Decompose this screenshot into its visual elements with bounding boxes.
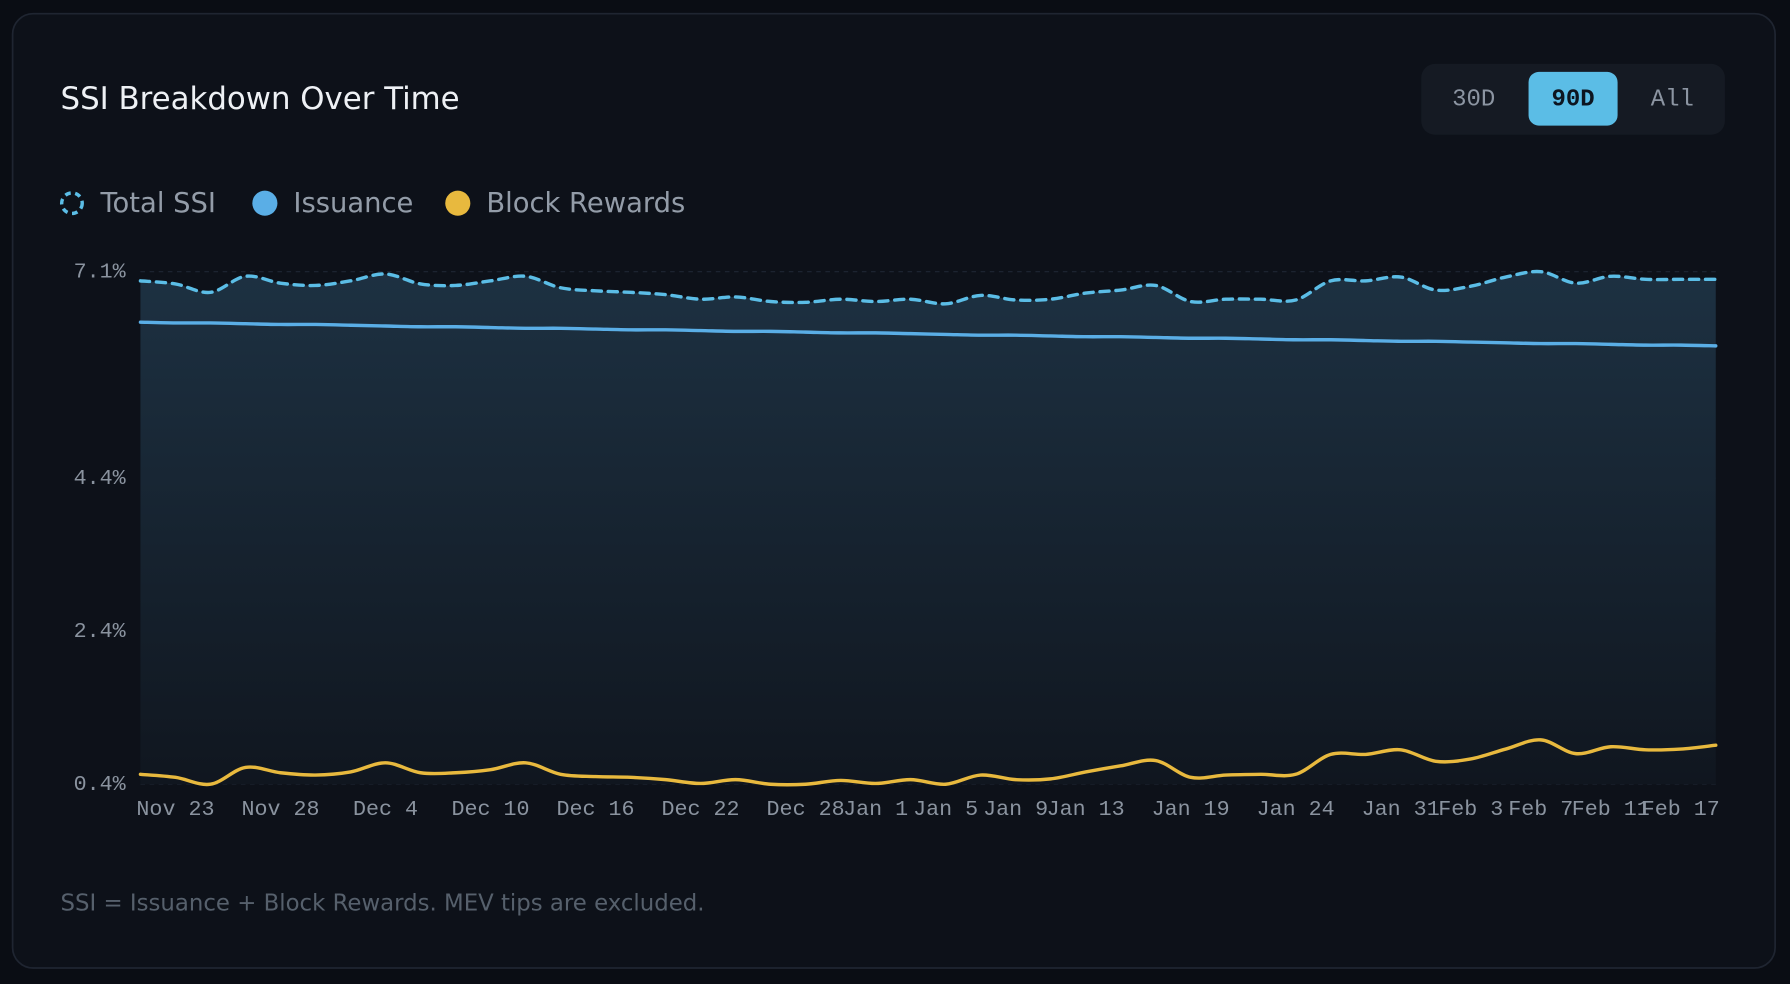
legend-swatch (59, 191, 84, 216)
x-tick-label: Dec 16 (557, 797, 635, 822)
x-tick-label: Jan 31 (1362, 797, 1440, 822)
y-tick-label: 2.4% (74, 619, 127, 644)
range-button-bg[interactable] (1528, 71, 1618, 126)
x-tick-label: Feb 3 (1438, 797, 1503, 822)
x-tick-label: Jan 1 (843, 797, 908, 822)
range-button-label[interactable]: 30D (1452, 87, 1495, 114)
x-tick-label: Dec 10 (451, 797, 529, 822)
series-line (138, 320, 1718, 348)
legend-item: Issuance (252, 188, 413, 219)
x-tick-label: Jan 13 (1047, 797, 1125, 822)
x-tick-label: Nov 23 (136, 797, 214, 822)
legend-item: Block Rewards (445, 188, 685, 219)
x-tick-label: Jan 24 (1257, 797, 1335, 822)
series-area (140, 271, 1716, 785)
series-line (138, 269, 1718, 306)
legend-item: Total SSI (59, 188, 216, 219)
y-tick-label: 0.4% (74, 772, 127, 797)
legend-swatch (445, 190, 471, 216)
range-button[interactable]: All (1651, 87, 1694, 114)
legend-label: Block Rewards (486, 188, 685, 219)
x-tick-label: Feb 11 (1572, 797, 1650, 822)
x-tick-label: Dec 22 (662, 797, 740, 822)
x-axis: Nov 23 Nov 28 Dec 4 Dec 10 Dec 16 Dec 22 Dec 2… (136, 797, 1719, 822)
x-tick-label: Dec 28 (767, 797, 845, 822)
footnote: SSI = Issuance + Block Rewards. MEV tips… (61, 891, 705, 917)
x-tick-label: Nov 28 (241, 797, 319, 822)
legend-label: Issuance (293, 188, 413, 219)
x-tick-label: Jan 19 (1152, 797, 1230, 822)
x-tick-label: Jan 9 (983, 797, 1048, 822)
range-button[interactable]: 90D (1528, 71, 1618, 126)
x-tick-label: Feb 7 (1508, 797, 1573, 822)
legend-swatch (252, 190, 278, 216)
x-tick-label: Feb 17 (1642, 797, 1720, 822)
y-tick-label: 4.4% (74, 466, 127, 491)
x-tick-label: Dec 4 (353, 797, 418, 822)
chart-title: SSI Breakdown Over Time (61, 81, 460, 117)
legend-label: Total SSI (99, 188, 215, 219)
x-tick-label: Jan 5 (913, 797, 978, 822)
range-button-label[interactable]: All (1651, 87, 1694, 114)
range-button[interactable]: 30D (1452, 87, 1495, 114)
range-button-label[interactable]: 90D (1551, 87, 1594, 114)
y-tick-label: 7.1% (74, 259, 127, 284)
series-line (138, 738, 1718, 787)
